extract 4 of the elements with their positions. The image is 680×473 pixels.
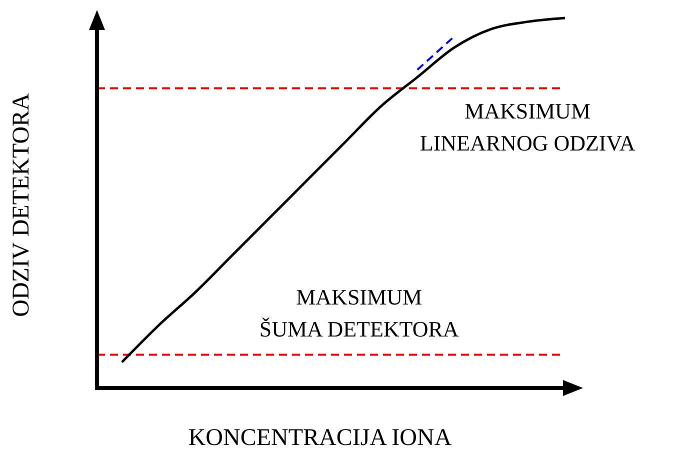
ref-line-label: MAKSIMUM ŠUMA DETEKTORA: [259, 284, 459, 342]
y-axis-title: ODZIV DETEKTORA: [8, 93, 36, 317]
x-axis-title: KONCENTRACIJA IONA: [187, 425, 453, 452]
ref-line-label: MAKSIMUM LINEARNOG ODZIVA: [420, 98, 636, 156]
